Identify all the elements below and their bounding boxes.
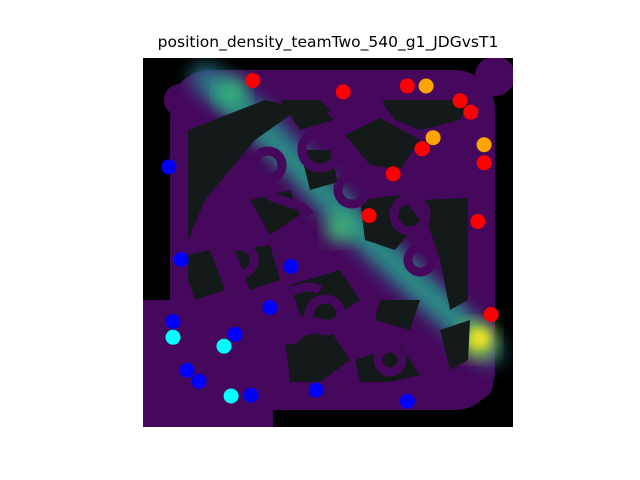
red-player-point	[476, 155, 492, 171]
red-player-point	[414, 141, 430, 157]
blue-player-point	[227, 326, 243, 342]
blue-player-point	[399, 393, 415, 409]
red-player-point	[463, 104, 479, 120]
red-player-point	[335, 84, 351, 100]
red-player-point	[470, 214, 486, 229]
map-walkable-area	[143, 58, 513, 427]
blue-player-point	[173, 252, 189, 267]
cyan-player-point	[216, 338, 232, 354]
scatter-points	[161, 73, 499, 409]
blue-player-point	[161, 159, 177, 175]
red-player-point	[483, 307, 499, 322]
red-player-point	[245, 73, 261, 88]
chart-title: position_density_teamTwo_540_g1_JDGvsT1	[157, 33, 499, 51]
map-path-loops	[197, 97, 437, 377]
red-player-point	[385, 166, 401, 182]
blue-player-point	[165, 314, 181, 329]
orange-player-point	[425, 130, 441, 146]
cyan-player-point	[165, 329, 181, 345]
cyan-player-point	[223, 388, 239, 404]
blue-player-point	[308, 382, 324, 398]
red-player-point	[399, 78, 415, 94]
orange-player-point	[418, 78, 434, 94]
blue-player-point	[243, 387, 259, 403]
blue-player-point	[179, 362, 195, 378]
orange-player-point	[476, 137, 492, 153]
blue-player-point	[283, 259, 299, 274]
blue-player-point	[262, 299, 278, 315]
red-player-point	[361, 208, 377, 224]
red-player-point	[452, 93, 468, 109]
blue-player-point	[191, 373, 207, 389]
